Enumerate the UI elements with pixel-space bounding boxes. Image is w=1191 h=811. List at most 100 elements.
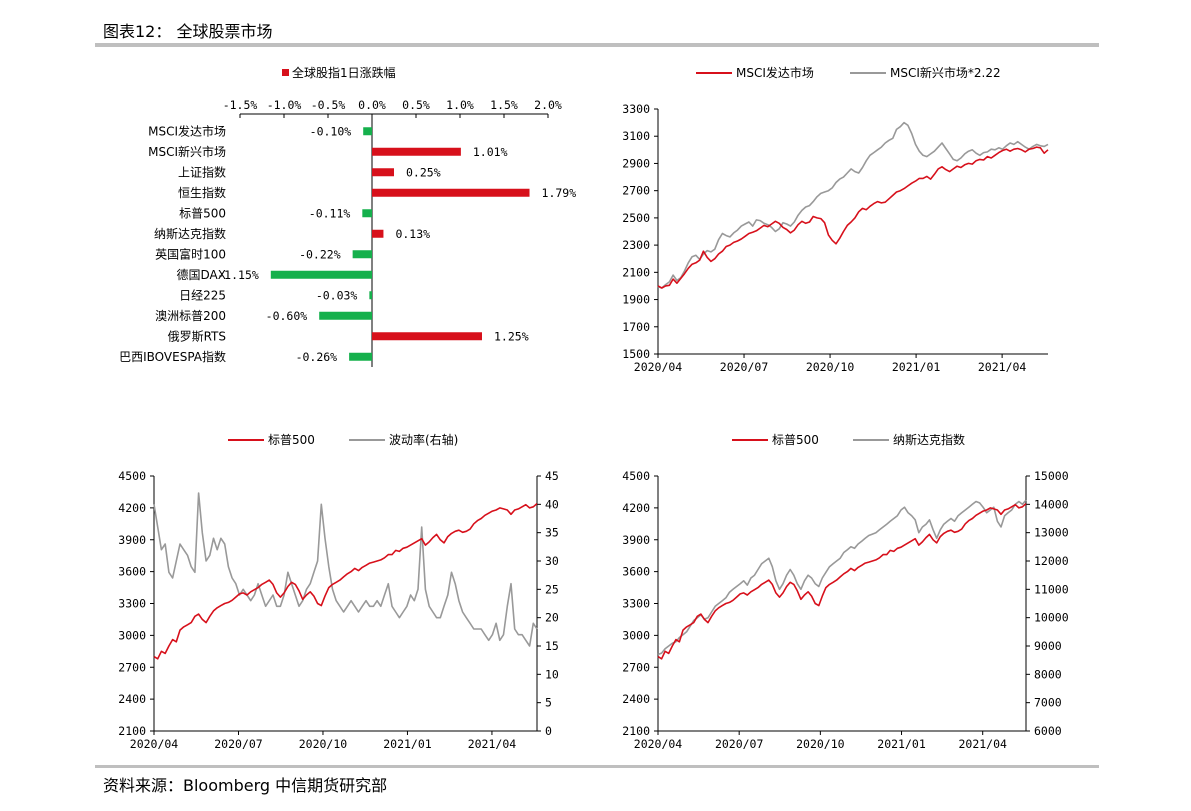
y-tick-label: 3600 [118,565,146,579]
category-label: 巴西IBOVESPA指数 [119,349,226,364]
y2-tick-label: 10 [545,667,559,681]
y2-tick-label: 40 [545,497,559,511]
category-label: 标普500 [179,206,226,220]
category-label: 澳洲标普200 [155,309,226,323]
x-tick-label: -0.5% [311,98,346,112]
legend-label: 标普500 [772,433,819,447]
value-label: 1.79% [542,186,577,200]
bar-chart: 全球股指1日涨跌幅 -1.5% -1.0% -0.5% 0.0% 0.5% 1.0% 1.5%… [119,65,576,367]
value-label: 0.13% [395,227,430,241]
y-tick-label: 3900 [622,533,650,547]
y2-tick-label: 10000 [1034,611,1069,625]
x-tick-label: 2020/04 [130,737,179,751]
y-tick-label: 3000 [118,628,146,642]
y2-tick-label: 15000 [1034,469,1069,483]
figure-title: 图表12： 全球股票市场 [103,22,273,41]
series-line [153,492,538,647]
category-label: 恒生指数 [178,185,226,200]
y-tick-label: 1900 [622,293,650,307]
x-tick-label: 0.5% [402,98,430,112]
sp500-nasdaq-line-chart: 标普500 纳斯达克指数 2100 2400 2700 3000 3300 3600 3900 4… [622,432,1068,751]
x-tick-label: 2021/01 [892,360,941,374]
y2-tick-label: 5 [545,696,552,710]
x-tick-label: 2.0% [534,98,562,112]
y2-tick-label: 8000 [1034,667,1062,681]
bar [319,311,372,320]
category-label: 英国富时100 [155,246,226,261]
bar [372,332,482,341]
y2-tick-label: 35 [545,526,559,540]
y-tick-label: 3100 [622,129,650,143]
series-line [657,503,1027,660]
legend-label: 全球股指1日涨跌幅 [292,65,396,80]
value-label: -0.26% [296,350,338,364]
bar [270,270,372,279]
y-tick-label: 2700 [622,184,650,198]
y-tick-label: 3300 [118,597,146,611]
y-tick-label: 2100 [622,724,650,738]
y-tick-label: 2300 [622,238,650,252]
series-line [657,499,1027,656]
category-label: MSCI发达市场 [148,123,226,138]
category-label: 日经225 [179,288,226,302]
bottom-rule [95,765,1099,768]
y2-tick-label: 13000 [1034,526,1069,540]
y-tick-label: 3300 [622,597,650,611]
source-note: 资料来源：Bloomberg 中信期货研究部 [103,776,388,795]
legend-swatch [282,69,289,76]
x-tick-label: 2020/04 [634,737,683,751]
x-tick-label: -1.0% [267,98,302,112]
bar [352,250,372,259]
x-tick-label: 2021/01 [877,737,926,751]
x-tick-label: -1.5% [223,98,258,112]
y2-tick-label: 45 [545,469,559,483]
y-tick-label: 1700 [622,320,650,334]
x-tick-label: 2021/04 [978,360,1027,374]
y-tick-label: 4200 [622,501,650,515]
value-label: -0.11% [309,206,351,220]
bar [372,188,530,197]
y2-tick-label: 11000 [1034,582,1069,596]
y2-tick-label: 20 [545,611,559,625]
bar [369,291,372,300]
category-label: 纳斯达克指数 [154,226,226,241]
y2-tick-label: 6000 [1034,724,1062,738]
series-line [657,146,1049,289]
value-label: -0.03% [316,288,358,302]
x-tick-label: 2021/04 [958,737,1007,751]
x-tick-label: 0.0% [358,98,386,112]
category-label: 上证指数 [178,164,226,179]
y-tick-label: 1500 [622,347,650,361]
y-tick-label: 2500 [622,211,650,225]
x-tick-label: 2020/10 [806,360,855,374]
value-label: 1.01% [473,145,508,159]
y2-tick-label: 9000 [1034,639,1062,653]
category-label: 俄罗斯RTS [168,329,226,343]
value-label: -1.15% [217,268,259,282]
x-tick-label: 2020/04 [634,360,683,374]
y-tick-label: 2400 [622,692,650,706]
value-label: -0.10% [310,124,352,138]
msci-line-chart: MSCI发达市场 MSCI新兴市场*2.22 1500 1700 1900 2100 230… [622,65,1049,374]
y2-tick-label: 14000 [1034,497,1069,511]
x-tick-label: 1.0% [446,98,474,112]
y2-tick-label: 12000 [1034,554,1069,568]
x-tick-label: 2020/07 [720,360,769,374]
x-tick-label: 2021/04 [468,737,517,751]
legend-label: 波动率(右轴) [389,432,458,447]
bar [349,352,372,361]
value-label: 0.25% [406,165,441,179]
y-tick-label: 2100 [118,724,146,738]
series-line [657,121,1049,289]
x-tick-label: 2020/10 [796,737,845,751]
value-label: -0.22% [299,247,341,261]
bar [362,209,372,218]
y-tick-label: 2100 [622,265,650,279]
top-rule [95,43,1099,47]
y-tick-label: 3000 [622,628,650,642]
category-label: MSCI新兴市场 [148,144,226,159]
value-label: 1.25% [494,329,529,343]
legend-label: 纳斯达克指数 [893,432,965,447]
y-tick-label: 3600 [622,565,650,579]
